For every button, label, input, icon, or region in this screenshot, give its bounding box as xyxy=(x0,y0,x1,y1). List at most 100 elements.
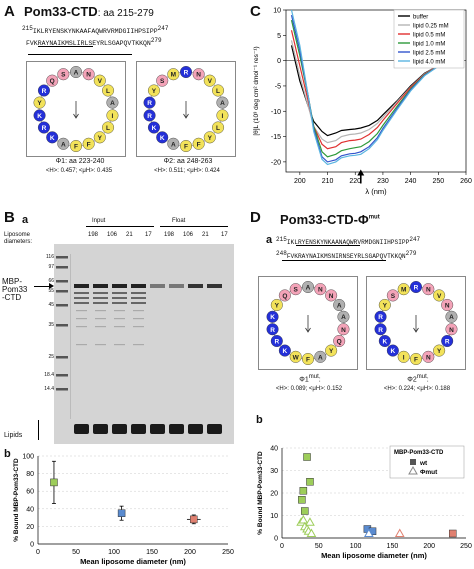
protein-arrow-icon xyxy=(49,283,54,289)
wt-data-point xyxy=(298,496,306,504)
target-protein-band xyxy=(74,284,89,288)
residue-circle xyxy=(212,121,225,134)
ladder-band xyxy=(56,324,68,327)
residue-letter: N xyxy=(426,354,431,361)
lane-labels: 198 106 21 17 198 106 21 17 xyxy=(84,232,234,242)
phi2-underline xyxy=(28,54,132,55)
mw-marker-label: 116 xyxy=(46,254,54,260)
residue-letter: A xyxy=(337,303,342,310)
residue-circle xyxy=(46,74,59,87)
mw-marker-label: 66 xyxy=(48,278,54,284)
residue-circle xyxy=(70,65,83,79)
residue-circle xyxy=(216,109,229,122)
residue-circle xyxy=(46,131,59,144)
minor-band xyxy=(133,344,144,346)
panel-d-sequence-line2: 248FVKRAYNAIKMSNIRNSEYRLSGAPQVTKKQN279 xyxy=(276,250,416,261)
residue-letter: K xyxy=(283,348,288,355)
residue-circle xyxy=(386,289,399,302)
x-tick-label: 200 xyxy=(184,549,196,556)
lipid-band xyxy=(207,424,222,434)
residue-letter: Y xyxy=(383,303,388,310)
residue-letter: A xyxy=(110,100,115,107)
residue-circle xyxy=(333,299,346,312)
residue-circle xyxy=(70,139,83,152)
wheel1-caption: Φ1: aa 223-240 xyxy=(55,158,105,165)
degradation-band xyxy=(74,297,89,299)
panel-d-b-label: b xyxy=(256,414,263,426)
legend-label: buffer xyxy=(413,15,428,21)
residue-letter: Q xyxy=(337,339,342,346)
residue-letter: R xyxy=(270,327,275,334)
series-line xyxy=(290,9,461,166)
protein-label-line2: Pom33 xyxy=(2,285,28,294)
x-tick-label: 100 xyxy=(350,543,362,550)
residue-circle xyxy=(93,131,106,144)
residue-letter: L xyxy=(216,125,220,132)
residue-circle xyxy=(37,121,50,134)
y-tick-label: 5 xyxy=(277,33,281,40)
x-tick-label: 0 xyxy=(280,543,284,550)
target-protein-band xyxy=(169,284,184,288)
residue-circle xyxy=(314,350,327,363)
residue-circle xyxy=(302,280,315,294)
residue-circle xyxy=(167,137,180,150)
y-tick-label: 0 xyxy=(274,536,278,543)
panel-d-title: Pom33-CTD-Φmut xyxy=(280,212,380,227)
residue-circle xyxy=(192,68,205,81)
ladder-band xyxy=(56,280,68,283)
degradation-band xyxy=(131,297,146,299)
residue-letter: I xyxy=(403,354,405,361)
lane-label: 17 xyxy=(221,232,228,238)
ladder-band xyxy=(56,290,68,293)
residue-letter: R xyxy=(42,88,47,95)
residue-letter: A xyxy=(171,141,176,148)
legend-label: lipid 4.0 mM xyxy=(413,60,445,66)
residue-letter: K xyxy=(160,135,165,142)
protein-label-line3: -CTD xyxy=(2,293,22,302)
gel-bands-svg xyxy=(56,254,222,434)
float-label: Float xyxy=(172,218,186,224)
minor-band xyxy=(114,318,125,320)
mut-data-point xyxy=(298,514,309,524)
y-tick-label: 40 xyxy=(270,446,278,453)
lipid-band xyxy=(74,424,89,434)
d-wheel2-caption: Φ2mut: xyxy=(407,374,429,384)
lipid-band xyxy=(93,424,108,434)
residue-letter: W xyxy=(293,354,300,361)
target-protein-band xyxy=(112,284,127,288)
residue-circle xyxy=(410,352,423,365)
residue-letter: A xyxy=(449,314,454,321)
residue-letter: V xyxy=(98,78,103,85)
legend-label: lipid 2.5 mM xyxy=(413,51,445,57)
ladder-band xyxy=(56,266,68,269)
residue-letter: V xyxy=(208,78,213,85)
residue-letter: R xyxy=(147,113,152,120)
bound-vs-diameter-chart-mut: 0 10 20 30 40 0 50 100 150 200 250 Mean liposome di… xyxy=(257,446,472,561)
y-tick-label: -20 xyxy=(271,159,281,166)
ladder-band xyxy=(56,256,68,259)
residue-letter: A xyxy=(318,354,323,361)
residue-letter: F xyxy=(414,357,418,364)
wt-data-point xyxy=(303,453,311,461)
residue-circle xyxy=(333,335,346,348)
residue-circle xyxy=(445,323,458,336)
residue-letter: N xyxy=(86,72,91,79)
residue-circle xyxy=(441,299,454,312)
mw-marker-label: 55 xyxy=(48,288,54,294)
residue-circle xyxy=(374,323,387,336)
residue-circle xyxy=(147,121,160,134)
mw-markers: 116 97 66 55 45 35 25 18.4 14.4 xyxy=(40,244,54,444)
y-tick-label: 80 xyxy=(26,471,34,478)
residue-letter: R xyxy=(378,327,383,334)
minor-band xyxy=(114,310,125,312)
x-tick-label: 240 xyxy=(405,178,417,185)
residue-circle xyxy=(337,323,350,336)
data-point xyxy=(117,509,126,517)
residue-circle xyxy=(143,96,156,109)
y-axis-label: % Bound MBP-Pom33-CTD xyxy=(257,451,264,535)
legend-label: lipid 0.25 mM xyxy=(413,24,449,30)
legend-title: MBP-Pom33-CTD xyxy=(394,450,444,456)
legend-box xyxy=(393,9,465,69)
x-tick-label: 150 xyxy=(146,549,158,556)
